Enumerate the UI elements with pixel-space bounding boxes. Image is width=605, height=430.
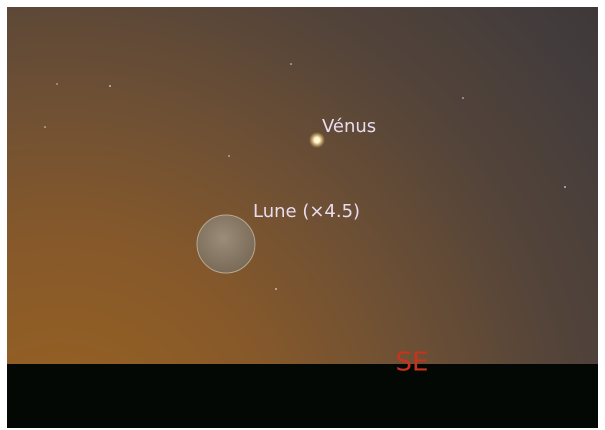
- venus-label: Vénus: [322, 116, 376, 137]
- moon-label: Lune (×4.5): [253, 201, 360, 222]
- sky: [7, 7, 598, 364]
- sky-view: Vénus Lune (×4.5) SE: [0, 0, 605, 430]
- page: {"labels": {"venus": "Vénus", "moon": "L…: [0, 0, 605, 430]
- moon: [197, 215, 255, 273]
- ground: [7, 364, 598, 428]
- cardinal-direction: SE: [396, 348, 429, 378]
